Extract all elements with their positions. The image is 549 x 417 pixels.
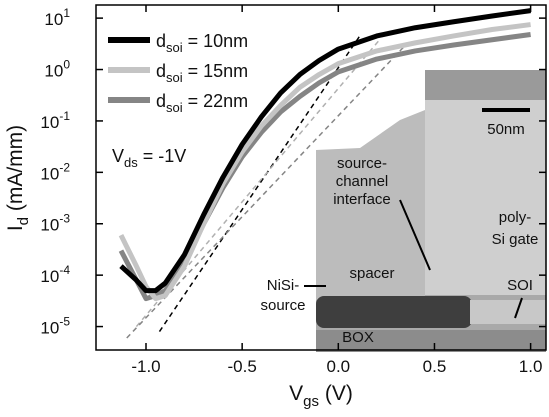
y-tick-exp: -4 xyxy=(59,263,70,277)
y-tick-label: 10-2 xyxy=(40,160,70,183)
chart: 50nm source-channelinterface poly- Si gat… xyxy=(0,0,549,417)
y-tick-exp: 1 xyxy=(63,6,70,20)
y-tick-base: 10 xyxy=(40,164,59,183)
inset-label-line: NiSi- xyxy=(267,277,300,294)
y-tick-base: 10 xyxy=(44,10,63,29)
y-tick-exp: -3 xyxy=(59,212,70,226)
y-tick-label: 10-4 xyxy=(40,263,70,286)
legend-label-main: d xyxy=(156,61,166,81)
inset-label: SOI xyxy=(507,277,533,294)
y-axis-label: Id (mA/mm) xyxy=(4,125,32,231)
annotation-rest: = -1V xyxy=(138,146,187,166)
inset-label-line: Si gate xyxy=(492,231,539,248)
y-tick-exp: -1 xyxy=(59,109,70,123)
inset-gate-top xyxy=(425,70,546,100)
x-tick-label: -0.5 xyxy=(228,357,257,376)
inset-label-line: source xyxy=(260,297,305,314)
inset-nisi xyxy=(316,296,472,328)
y-tick-base: 10 xyxy=(40,216,59,235)
y-tick-label: 10-3 xyxy=(40,212,70,235)
x-tick-label: -1.0 xyxy=(131,357,160,376)
annotation: Vds = -1V xyxy=(112,146,186,170)
legend-label: dsoi = 22nm xyxy=(156,91,248,115)
inset-label-line: interface xyxy=(333,191,391,208)
y-axis-label-rest: (mA/mm) xyxy=(4,125,27,217)
y-tick-base: 10 xyxy=(44,62,63,81)
x-axis-label-rest: (V) xyxy=(319,382,353,405)
y-tick-base: 10 xyxy=(40,319,59,338)
y-tick-base: 10 xyxy=(40,267,59,286)
legend-label-rest: = 10nm xyxy=(183,31,249,51)
x-axis-label-sub: gs xyxy=(303,393,319,410)
legend-label-sub: soi xyxy=(166,40,183,55)
x-axis-label-main: V xyxy=(289,382,303,405)
x-tick-label: 0.0 xyxy=(326,357,350,376)
y-tick-label: 100 xyxy=(44,58,70,81)
inset-label: spacer xyxy=(349,265,394,282)
legend-label-main: d xyxy=(156,91,166,111)
inset-label: 50nm xyxy=(487,121,525,138)
legend-label-sub: soi xyxy=(166,70,183,85)
inset-label: NiSi-source xyxy=(260,277,305,314)
annotation-sub: ds xyxy=(124,155,138,170)
inset-label-line: poly- xyxy=(499,209,532,226)
y-tick-label: 10-5 xyxy=(40,315,70,338)
inset-label-line: channel xyxy=(336,173,389,190)
inset-soi xyxy=(470,300,546,324)
inset-gate xyxy=(425,70,546,295)
legend-label: dsoi = 15nm xyxy=(156,61,248,85)
legend-label: dsoi = 10nm xyxy=(156,31,248,55)
y-tick-exp: 0 xyxy=(63,58,70,72)
x-tick-label: 1.0 xyxy=(519,357,543,376)
legend-label-sub: soi xyxy=(166,100,183,115)
x-tick-label: 0.5 xyxy=(423,357,447,376)
inset-label-line: source- xyxy=(337,155,387,172)
annotation-main: V xyxy=(112,146,124,166)
legend-label-rest: = 15nm xyxy=(183,61,249,81)
x-axis-label: Vgs (V) xyxy=(289,382,353,410)
y-tick-exp: -2 xyxy=(59,160,70,174)
legend-label-main: d xyxy=(156,31,166,51)
inset-label: BOX xyxy=(342,329,374,346)
y-axis-label-sub: d xyxy=(15,217,32,225)
y-tick-label: 10-1 xyxy=(40,109,70,132)
y-tick-exp: -5 xyxy=(59,315,70,329)
y-tick-label: 101 xyxy=(44,6,70,29)
legend-label-rest: = 22nm xyxy=(183,91,249,111)
y-tick-base: 10 xyxy=(40,113,59,132)
